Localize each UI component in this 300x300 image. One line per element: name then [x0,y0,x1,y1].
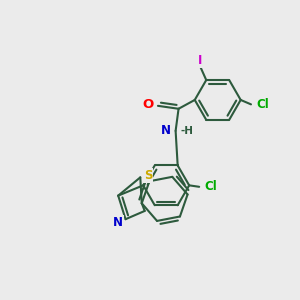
Text: O: O [142,98,154,111]
Text: -H: -H [181,126,194,136]
Text: N: N [161,124,171,137]
Text: N: N [113,216,123,229]
Text: Cl: Cl [204,180,217,193]
Text: S: S [144,169,152,182]
Text: Cl: Cl [256,98,269,111]
Text: I: I [198,54,203,68]
